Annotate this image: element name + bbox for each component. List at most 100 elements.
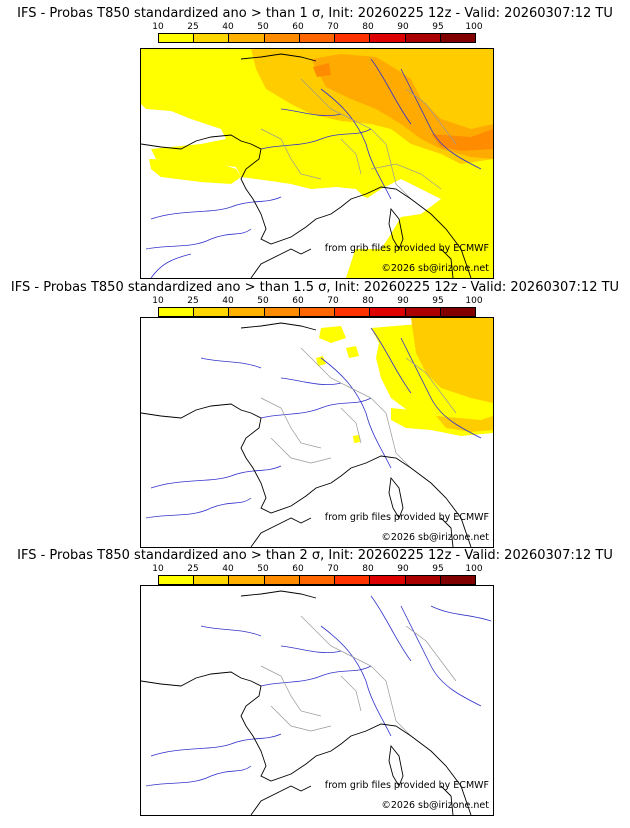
scale-bar xyxy=(158,575,476,585)
scale-label: 80 xyxy=(362,296,374,306)
scale-color-cell xyxy=(264,576,300,584)
map-3: from grib files provided by ECMWF ©2026 … xyxy=(140,585,494,816)
scale-label: 100 xyxy=(465,296,483,306)
scale-color-cell xyxy=(405,576,441,584)
scale-color-cell xyxy=(335,34,371,42)
scale-color-cell xyxy=(335,308,371,316)
scale-color-cell xyxy=(370,576,406,584)
scale-label: 80 xyxy=(362,564,374,574)
rivers xyxy=(145,58,482,278)
scale-color-cell xyxy=(194,34,230,42)
scale-label: 50 xyxy=(257,564,269,574)
scale-label: 40 xyxy=(222,22,234,32)
scale-color-cell xyxy=(229,576,265,584)
probability-area-low xyxy=(149,159,241,184)
scale-label: 10 xyxy=(152,564,164,574)
scale-label: 25 xyxy=(187,564,199,574)
scale-label: 40 xyxy=(222,296,234,306)
coastline xyxy=(141,53,472,278)
scale-label: 10 xyxy=(152,296,164,306)
scale-color-cell xyxy=(440,34,475,42)
scale-label: 90 xyxy=(397,296,409,306)
scale-label: 40 xyxy=(222,564,234,574)
probability-color-scale: 10 25 40 50 60 70 80 90 95 100 xyxy=(152,296,483,324)
scale-color-cell xyxy=(264,308,300,316)
scale-color-cell xyxy=(159,576,195,584)
probability-color-scale: 10 25 40 50 60 70 80 90 95 100 xyxy=(152,22,483,50)
panel-title: IFS - Probas T850 standardized ano > tha… xyxy=(17,548,613,563)
map-2: from grib files provided by ECMWF ©2026 … xyxy=(140,317,494,548)
scale-label: 70 xyxy=(327,22,339,32)
scale-color-cell xyxy=(229,308,265,316)
source-credit: from grib files provided by ECMWF xyxy=(324,780,489,791)
probability-area-mid xyxy=(411,318,493,403)
scale-labels: 10 25 40 50 60 70 80 90 95 100 xyxy=(152,296,482,307)
scale-label: 100 xyxy=(465,564,483,574)
copyright-credit: ©2026 sb@irizone.net xyxy=(381,263,489,274)
rivers xyxy=(145,595,492,787)
scale-color-cell xyxy=(194,576,230,584)
scale-label: 10 xyxy=(152,22,164,32)
scale-color-cell xyxy=(370,34,406,42)
scale-label: 50 xyxy=(257,22,269,32)
probability-color-scale: 10 25 40 50 60 70 80 90 95 100 xyxy=(152,564,483,592)
scale-color-cell xyxy=(264,34,300,42)
scale-color-cell xyxy=(299,34,336,42)
panel-title: IFS - Probas T850 standardized ano > tha… xyxy=(17,6,613,21)
scale-color-cell xyxy=(335,576,371,584)
scale-label: 25 xyxy=(187,296,199,306)
scale-label: 60 xyxy=(292,564,304,574)
map-canvas xyxy=(141,49,493,278)
scale-color-cell xyxy=(229,34,265,42)
probability-area-high xyxy=(313,63,331,77)
scale-label: 70 xyxy=(327,564,339,574)
scale-label: 95 xyxy=(432,22,444,32)
borders xyxy=(260,615,457,737)
scale-color-cell xyxy=(405,308,441,316)
map-1: from grib files provided by ECMWF ©2026 … xyxy=(140,48,494,279)
scale-label: 90 xyxy=(397,564,409,574)
scale-label: 95 xyxy=(432,564,444,574)
probability-area-low xyxy=(346,346,359,358)
rivers xyxy=(145,327,482,519)
scale-label: 80 xyxy=(362,22,374,32)
probability-area-high xyxy=(431,129,493,151)
probability-area-low xyxy=(319,326,346,343)
probability-area-low xyxy=(341,199,493,278)
scale-label: 100 xyxy=(465,22,483,32)
scale-label: 90 xyxy=(397,22,409,32)
copyright-credit: ©2026 sb@irizone.net xyxy=(381,800,489,811)
source-credit: from grib files provided by ECMWF xyxy=(324,512,489,523)
scale-color-cell xyxy=(370,308,406,316)
probability-area-low xyxy=(353,435,360,443)
borders xyxy=(260,78,457,200)
scale-labels: 10 25 40 50 60 70 80 90 95 100 xyxy=(152,564,482,575)
scale-label: 60 xyxy=(292,296,304,306)
scale-label: 50 xyxy=(257,296,269,306)
coastline xyxy=(141,322,472,547)
scale-labels: 10 25 40 50 60 70 80 90 95 100 xyxy=(152,22,482,33)
scale-color-cell xyxy=(440,308,475,316)
probability-area-low xyxy=(316,356,326,366)
scale-color-cell xyxy=(299,576,336,584)
panel-title: IFS - Probas T850 standardized ano > tha… xyxy=(10,280,620,295)
scale-color-cell xyxy=(405,34,441,42)
panel-2: IFS - Probas T850 standardized ano > tha… xyxy=(0,280,630,548)
no-signal-area xyxy=(141,184,391,278)
map-canvas xyxy=(141,590,492,815)
copyright-credit: ©2026 sb@irizone.net xyxy=(381,532,489,543)
source-credit: from grib files provided by ECMWF xyxy=(324,243,489,254)
scale-color-cell xyxy=(299,308,336,316)
scale-bar xyxy=(158,33,476,43)
scale-color-cell xyxy=(159,308,195,316)
scale-color-cell xyxy=(194,308,230,316)
panel-1: IFS - Probas T850 standardized ano > tha… xyxy=(0,6,630,279)
scale-label: 25 xyxy=(187,22,199,32)
scale-label: 70 xyxy=(327,296,339,306)
scale-label: 60 xyxy=(292,22,304,32)
coastline xyxy=(141,590,472,815)
scale-bar xyxy=(158,307,476,317)
scale-color-cell xyxy=(159,34,195,42)
borders xyxy=(260,347,457,469)
panel-3: IFS - Probas T850 standardized ano > tha… xyxy=(0,548,630,824)
